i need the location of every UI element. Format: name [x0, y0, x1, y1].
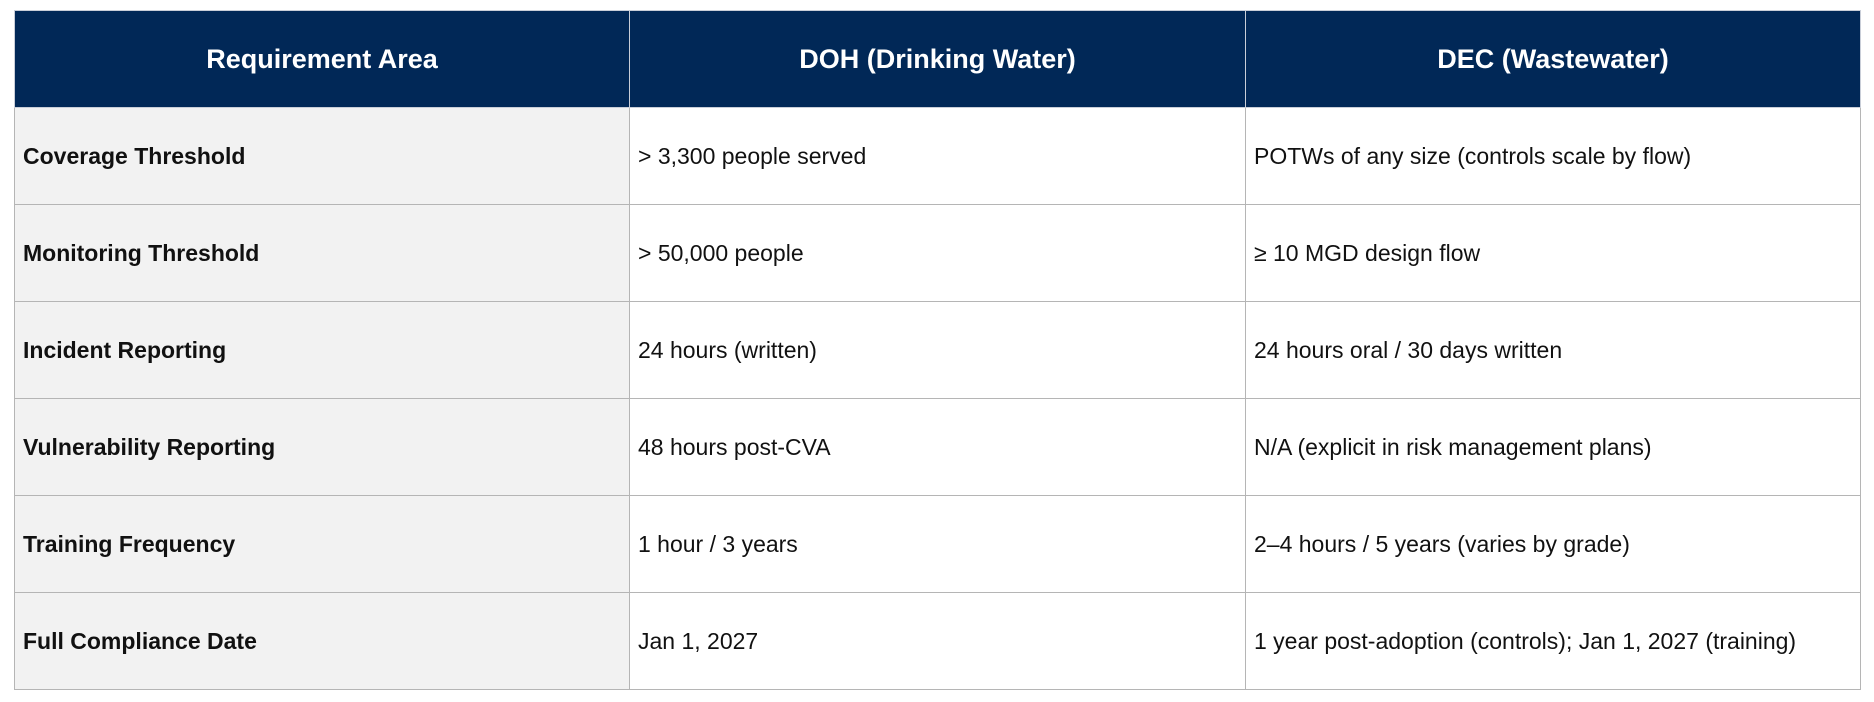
table-header-row: Requirement Area DOH (Drinking Water) DE… [14, 10, 1861, 108]
row-label: Incident Reporting [14, 301, 630, 399]
doh-value: 24 hours (written) [629, 301, 1246, 399]
table-row: Coverage Threshold > 3,300 people served… [14, 107, 1861, 205]
row-label: Coverage Threshold [14, 107, 630, 205]
dec-value: N/A (explicit in risk management plans) [1245, 398, 1861, 496]
column-header-doh: DOH (Drinking Water) [629, 10, 1246, 108]
row-label: Full Compliance Date [14, 592, 630, 690]
table-row: Training Frequency 1 hour / 3 years 2–4 … [14, 495, 1861, 593]
column-header-requirement-area: Requirement Area [14, 10, 630, 108]
doh-value: 48 hours post-CVA [629, 398, 1246, 496]
doh-value: Jan 1, 2027 [629, 592, 1246, 690]
dec-value: ≥ 10 MGD design flow [1245, 204, 1861, 302]
doh-value: > 3,300 people served [629, 107, 1246, 205]
table-row: Monitoring Threshold > 50,000 people ≥ 1… [14, 204, 1861, 302]
row-label: Monitoring Threshold [14, 204, 630, 302]
dec-value: 2–4 hours / 5 years (varies by grade) [1245, 495, 1861, 593]
column-header-dec: DEC (Wastewater) [1245, 10, 1861, 108]
dec-value: POTWs of any size (controls scale by flo… [1245, 107, 1861, 205]
doh-value: 1 hour / 3 years [629, 495, 1246, 593]
table-row: Vulnerability Reporting 48 hours post-CV… [14, 398, 1861, 496]
table-row: Full Compliance Date Jan 1, 2027 1 year … [14, 592, 1861, 690]
dec-value: 1 year post-adoption (controls); Jan 1, … [1245, 592, 1861, 690]
row-label: Vulnerability Reporting [14, 398, 630, 496]
comparison-table: Requirement Area DOH (Drinking Water) DE… [14, 10, 1861, 690]
table-row: Incident Reporting 24 hours (written) 24… [14, 301, 1861, 399]
doh-value: > 50,000 people [629, 204, 1246, 302]
row-label: Training Frequency [14, 495, 630, 593]
dec-value: 24 hours oral / 30 days written [1245, 301, 1861, 399]
